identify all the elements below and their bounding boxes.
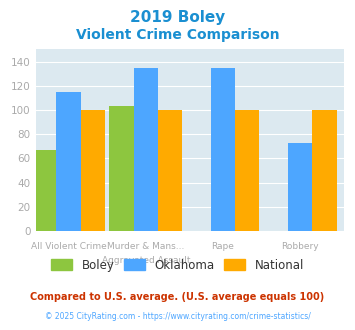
Legend: Boley, Oklahoma, National: Boley, Oklahoma, National: [47, 255, 308, 275]
Bar: [32, 150, 56, 231]
Text: Compared to U.S. average. (U.S. average equals 100): Compared to U.S. average. (U.S. average …: [31, 292, 324, 302]
Bar: [158, 110, 182, 231]
Bar: [211, 68, 235, 231]
Bar: [235, 110, 260, 231]
Bar: [288, 143, 312, 231]
Text: © 2025 CityRating.com - https://www.cityrating.com/crime-statistics/: © 2025 CityRating.com - https://www.city…: [45, 312, 310, 321]
Text: Robbery: Robbery: [282, 242, 319, 251]
Text: All Violent Crime: All Violent Crime: [31, 242, 106, 251]
Bar: [56, 92, 81, 231]
Text: Violent Crime Comparison: Violent Crime Comparison: [76, 28, 279, 42]
Text: 2019 Boley: 2019 Boley: [130, 10, 225, 25]
Bar: [312, 110, 337, 231]
Text: Rape: Rape: [212, 242, 234, 251]
Text: Aggravated Assault: Aggravated Assault: [102, 256, 190, 265]
Bar: [109, 106, 134, 231]
Text: Murder & Mans...: Murder & Mans...: [107, 242, 185, 251]
Bar: [134, 68, 158, 231]
Bar: [81, 110, 105, 231]
